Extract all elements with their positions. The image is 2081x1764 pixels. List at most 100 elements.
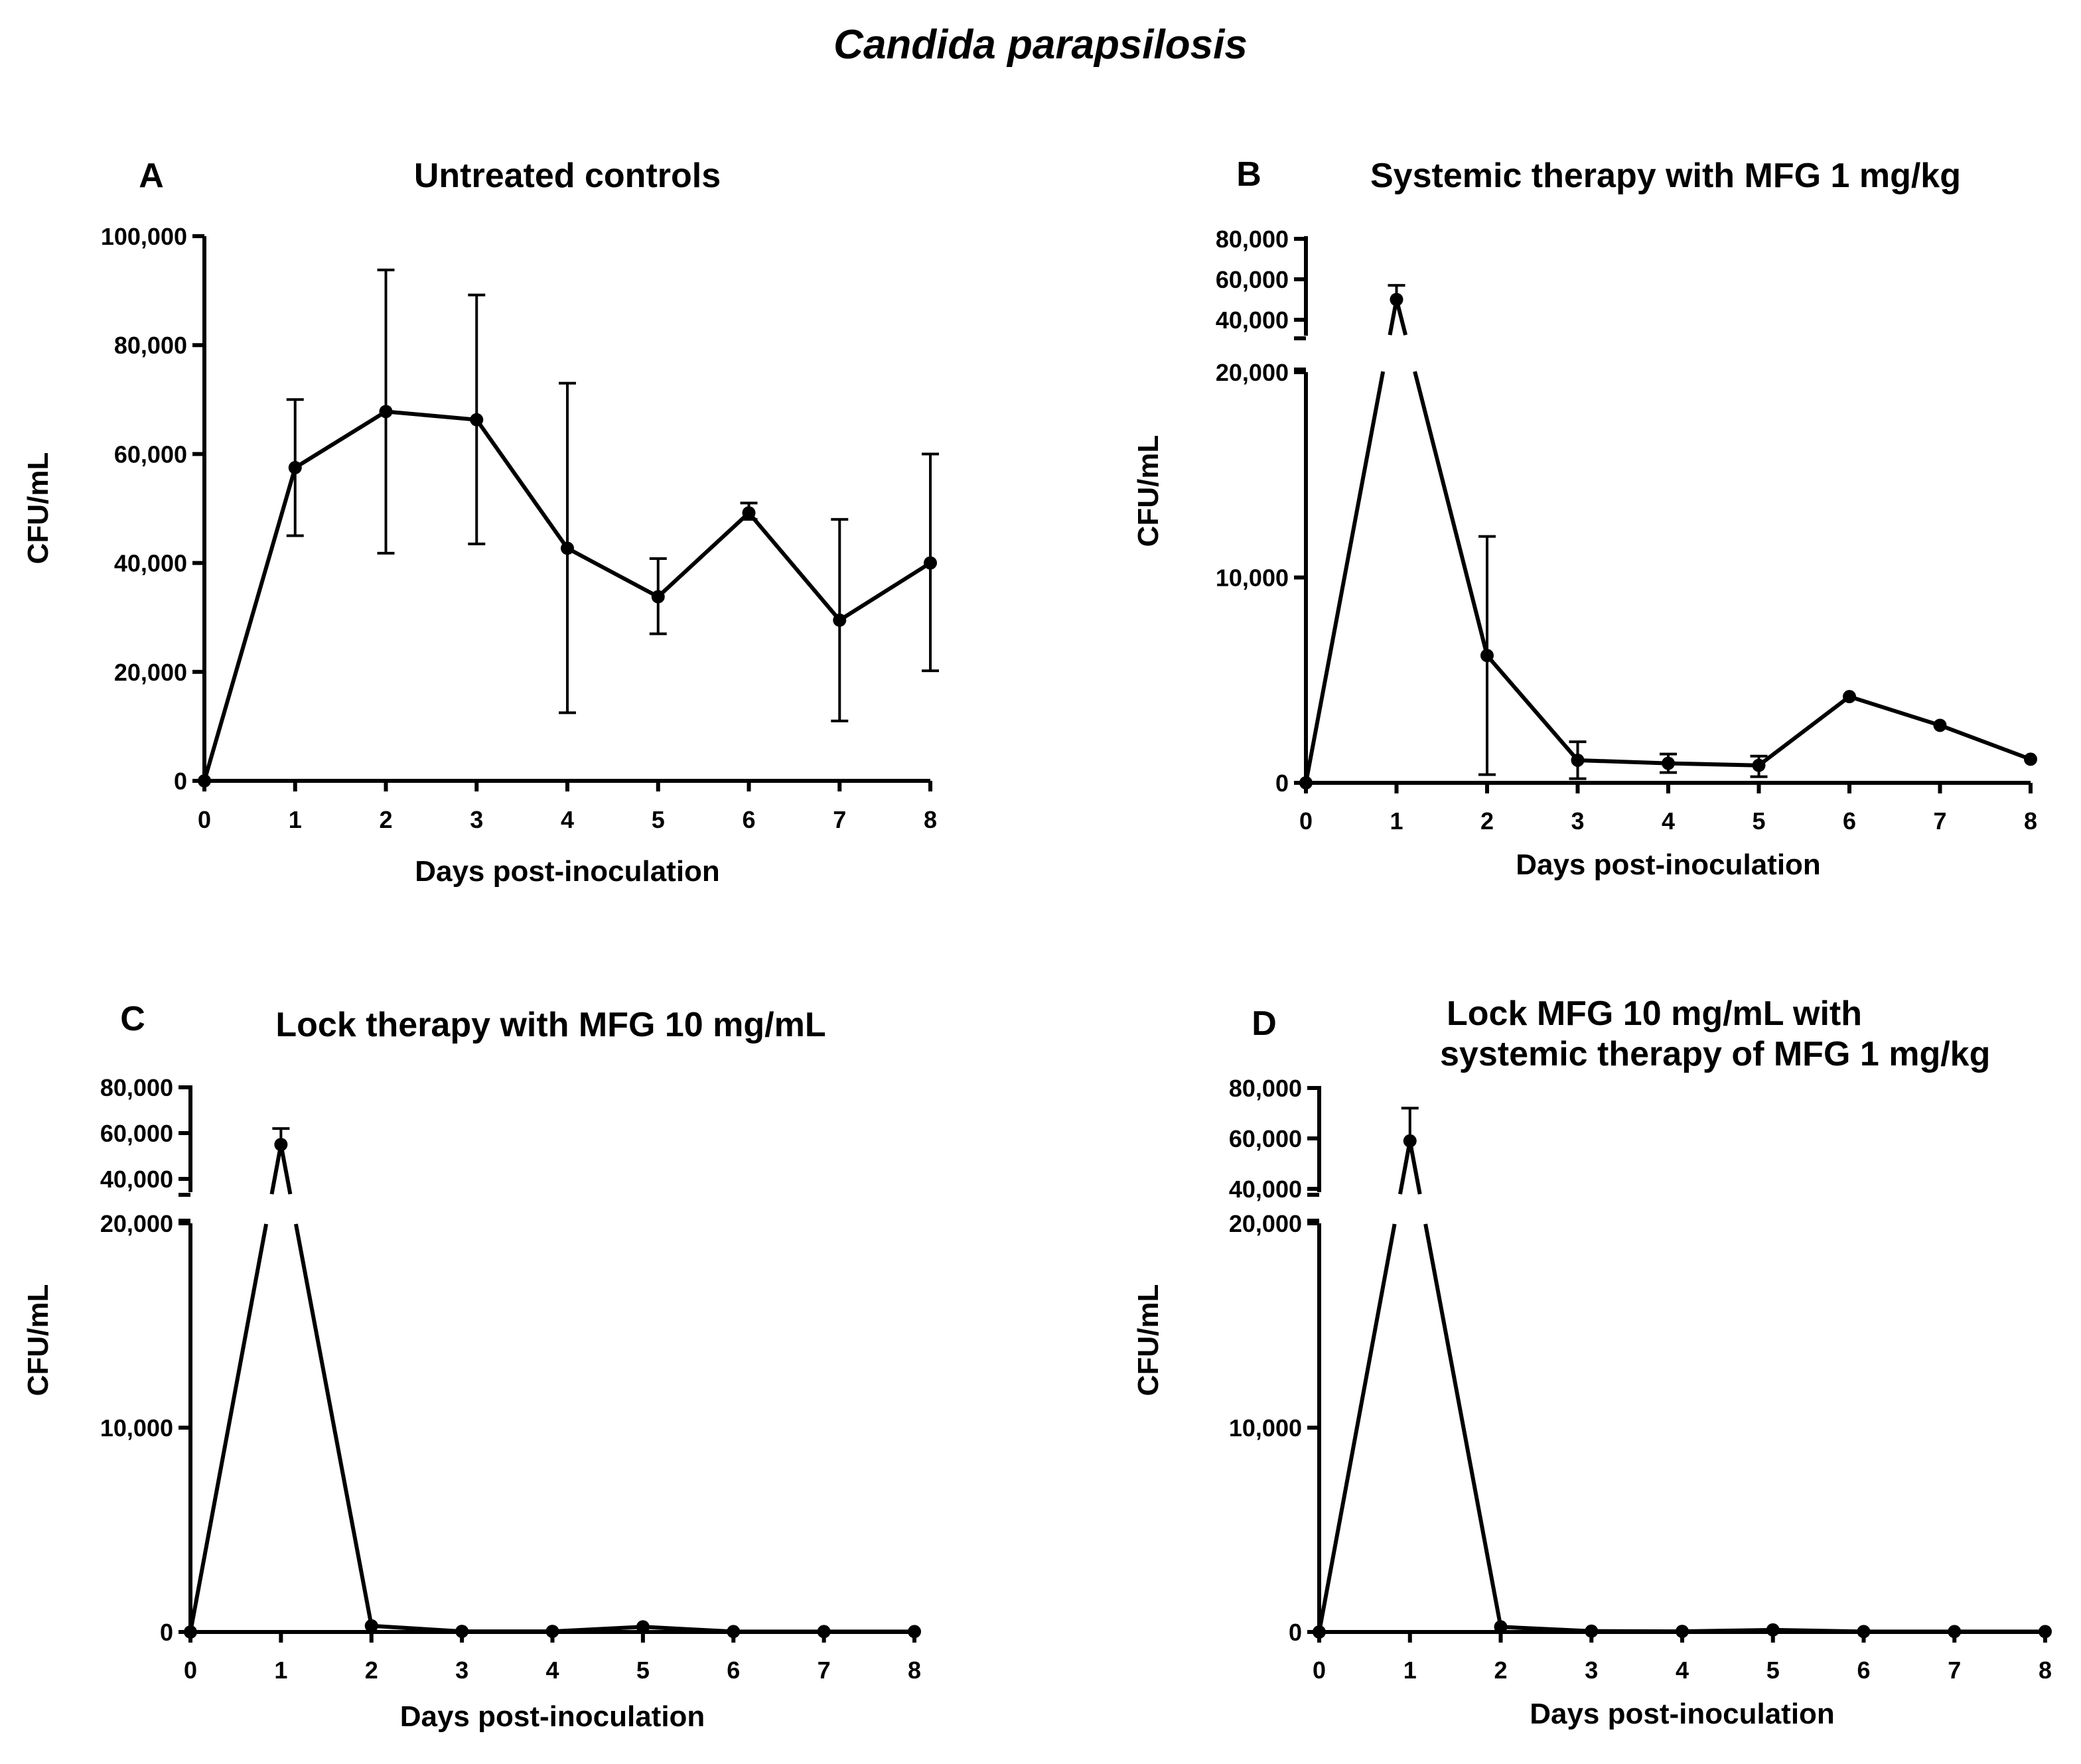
y-tick-label: 0 bbox=[174, 768, 187, 795]
x-tick-label: 1 bbox=[274, 1657, 287, 1684]
y-tick-label: 0 bbox=[1289, 1619, 1302, 1646]
x-tick-label: 6 bbox=[727, 1657, 740, 1684]
x-tick-label: 1 bbox=[1390, 807, 1403, 835]
data-point bbox=[1948, 1625, 1962, 1639]
series-segment bbox=[1407, 1140, 1422, 1195]
x-tick-label: 0 bbox=[198, 806, 211, 833]
y-tick-label: 80,000 bbox=[114, 332, 187, 359]
y-tick-label: 20,000 bbox=[1229, 1210, 1302, 1237]
x-tick-label: 5 bbox=[652, 806, 665, 833]
data-point bbox=[1494, 1620, 1508, 1634]
data-point bbox=[1676, 1625, 1689, 1639]
data-point bbox=[1857, 1625, 1871, 1639]
series-segment bbox=[1939, 723, 2032, 762]
y-tick-label: 0 bbox=[1275, 770, 1289, 797]
data-point bbox=[1843, 690, 1856, 704]
x-tick-label: 3 bbox=[1585, 1657, 1598, 1684]
data-point bbox=[833, 613, 847, 627]
y-tick-label: 40,000 bbox=[1229, 1176, 1302, 1203]
data-point bbox=[924, 556, 937, 570]
y-axis-label: CFU/mL bbox=[22, 452, 54, 565]
data-point bbox=[1403, 1134, 1417, 1148]
data-point bbox=[364, 1619, 378, 1633]
x-tick-label: 8 bbox=[908, 1657, 921, 1684]
data-point bbox=[1662, 756, 1675, 770]
data-point bbox=[1299, 776, 1313, 789]
data-point bbox=[198, 774, 211, 787]
y-tick-label: 20,000 bbox=[1216, 359, 1289, 386]
panel-letter: D bbox=[1252, 1004, 1277, 1043]
series-segment bbox=[269, 1144, 283, 1195]
data-point bbox=[1390, 293, 1403, 306]
x-tick-label: 4 bbox=[545, 1657, 559, 1684]
x-tick-label: 8 bbox=[924, 806, 937, 833]
x-tick-label: 3 bbox=[470, 806, 483, 833]
data-point bbox=[379, 405, 393, 419]
x-tick-label: 6 bbox=[742, 806, 755, 833]
y-tick-label: 40,000 bbox=[1216, 306, 1289, 334]
y-tick-label: 20,000 bbox=[100, 1210, 173, 1237]
x-axis-label: Days post-inoculation bbox=[1516, 848, 1821, 881]
y-axis-label: CFU/mL bbox=[1132, 1284, 1165, 1396]
data-point bbox=[636, 1620, 650, 1634]
y-tick-label: 10,000 bbox=[1216, 565, 1289, 592]
x-tick-label: 7 bbox=[1933, 807, 1946, 835]
x-tick-label: 0 bbox=[1313, 1657, 1326, 1684]
y-axis-label: CFU/mL bbox=[22, 1284, 54, 1396]
y-tick-label: 60,000 bbox=[100, 1120, 173, 1147]
x-tick-label: 6 bbox=[1857, 1657, 1870, 1684]
x-tick-label: 8 bbox=[2039, 1657, 2052, 1684]
series-segment bbox=[1849, 695, 1941, 728]
series-segment bbox=[1485, 654, 1579, 762]
y-tick-label: 10,000 bbox=[1229, 1414, 1302, 1442]
x-tick-label: 2 bbox=[1480, 807, 1494, 835]
data-point bbox=[2039, 1625, 2052, 1639]
y-tick-label: 40,000 bbox=[114, 550, 187, 577]
x-tick-label: 1 bbox=[289, 806, 302, 833]
panel-a: A Untreated controls Days post-inoculation… bbox=[22, 157, 939, 888]
data-point bbox=[817, 1625, 831, 1639]
x-tick-label: 5 bbox=[1752, 807, 1765, 835]
y-axis-label: CFU/mL bbox=[1132, 435, 1165, 547]
data-point bbox=[1752, 758, 1766, 772]
x-tick-label: 4 bbox=[1676, 1657, 1689, 1684]
panel-c: C Lock therapy with MFG 10 mg/mL Days post… bbox=[22, 1000, 921, 1733]
series-segment bbox=[188, 1223, 269, 1633]
data-point bbox=[1766, 1623, 1780, 1637]
panel-letter: B bbox=[1236, 155, 1261, 194]
y-tick-label: 100,000 bbox=[101, 223, 187, 250]
series-segment bbox=[1577, 758, 1669, 766]
panel-title: Lock therapy with MFG 10 mg/mL bbox=[275, 1006, 825, 1044]
y-tick-label: 10,000 bbox=[100, 1414, 173, 1442]
series-segment bbox=[371, 1623, 463, 1634]
x-tick-label: 2 bbox=[365, 1657, 378, 1684]
y-tick-label: 40,000 bbox=[100, 1166, 173, 1193]
data-point bbox=[1933, 718, 1947, 732]
panel-letter: A bbox=[139, 157, 164, 195]
data-point bbox=[1571, 753, 1585, 767]
data-point bbox=[742, 506, 756, 520]
x-tick-label: 6 bbox=[1843, 807, 1856, 835]
series-segment bbox=[552, 1625, 644, 1634]
data-point bbox=[727, 1625, 741, 1639]
panel-title: Systemic therapy with MFG 1 mg/kg bbox=[1370, 157, 1961, 195]
panel-title: Untreated controls bbox=[414, 157, 721, 195]
x-tick-label: 5 bbox=[636, 1657, 650, 1684]
panel-b: B Systemic therapy with MFG 1 mg/kg Days p… bbox=[1132, 155, 2037, 881]
series-segment bbox=[1398, 1140, 1412, 1195]
x-tick-label: 1 bbox=[1403, 1657, 1417, 1684]
data-point bbox=[470, 413, 484, 427]
y-tick-label: 80,000 bbox=[1216, 226, 1289, 253]
series-segment bbox=[1317, 1223, 1397, 1633]
data-point bbox=[545, 1625, 559, 1639]
series-segment bbox=[293, 1223, 374, 1627]
series-segment bbox=[1757, 695, 1851, 768]
series-segment bbox=[1772, 1627, 1864, 1634]
x-tick-label: 7 bbox=[818, 1657, 831, 1684]
data-point bbox=[908, 1625, 921, 1639]
x-tick-label: 5 bbox=[1766, 1657, 1780, 1684]
data-point bbox=[1480, 649, 1494, 663]
data-point bbox=[455, 1625, 469, 1639]
